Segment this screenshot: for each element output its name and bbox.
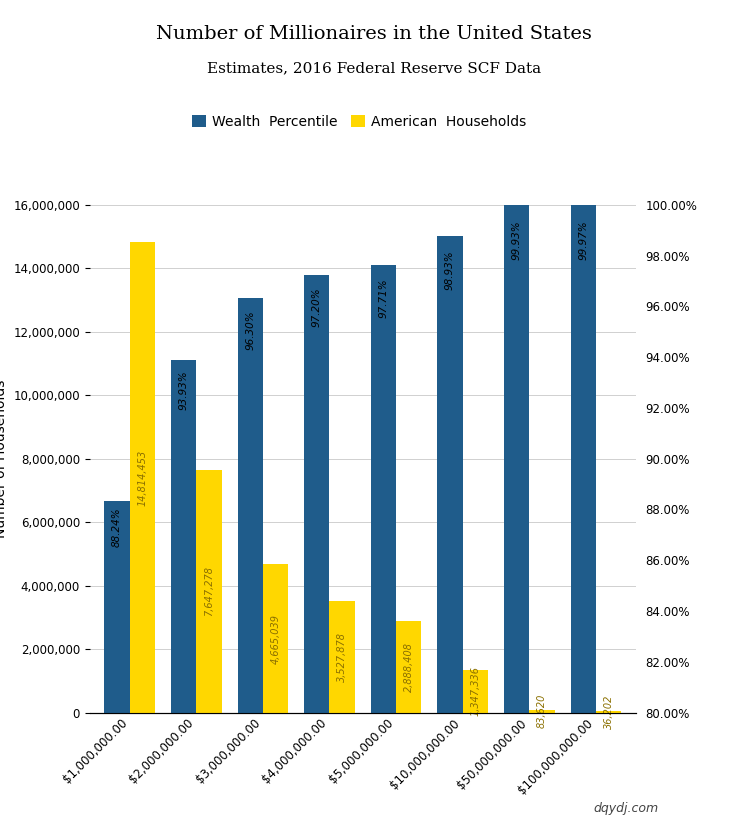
Text: 88.24%: 88.24% [112,507,122,546]
Text: 1,347,336: 1,347,336 [470,666,480,716]
Bar [438,237,463,713]
Text: 83,620: 83,620 [537,694,547,728]
Bar [129,242,155,713]
Text: 96.30%: 96.30% [245,310,255,351]
Bar [530,710,554,713]
Text: dqydj.com: dqydj.com [593,802,658,815]
Bar [171,360,196,713]
Y-axis label: Number of Households: Number of Households [0,379,7,538]
Bar [263,564,288,713]
Legend: Wealth  Percentile, American  Households: Wealth Percentile, American Households [187,109,531,134]
Text: 97.71%: 97.71% [378,278,388,318]
Text: 99.97%: 99.97% [578,220,588,260]
Text: 99.93%: 99.93% [512,220,521,260]
Bar [571,205,596,713]
Text: 7,647,278: 7,647,278 [204,566,214,616]
Text: 2,888,408: 2,888,408 [404,642,414,692]
Text: 4,665,039: 4,665,039 [271,613,280,663]
Text: 14,814,453: 14,814,453 [138,450,147,505]
Bar [396,621,421,713]
Bar [238,298,263,713]
Bar [371,265,396,713]
Bar [329,600,355,713]
Text: 3,527,878: 3,527,878 [337,631,347,681]
Text: 98.93%: 98.93% [445,251,455,291]
Bar [304,274,329,713]
Bar [596,712,621,713]
Bar [463,670,488,713]
Text: Estimates, 2016 Federal Reserve SCF Data: Estimates, 2016 Federal Reserve SCF Data [207,61,541,75]
Bar [504,205,530,713]
Text: 97.20%: 97.20% [312,287,322,328]
Bar [105,500,129,713]
Text: Number of Millionaires in the United States: Number of Millionaires in the United Sta… [156,25,592,43]
Text: 93.93%: 93.93% [179,371,188,410]
Text: 36,202: 36,202 [604,695,613,729]
Bar [196,470,221,713]
